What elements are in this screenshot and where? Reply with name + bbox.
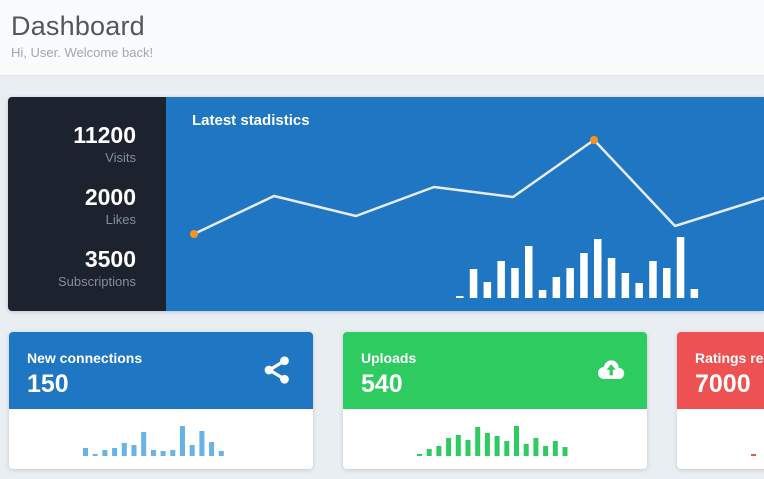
- latest-statistics-chart: [190, 136, 764, 298]
- stat-label: Subscriptions: [57, 273, 136, 289]
- stat-label: Visits: [105, 150, 136, 166]
- summary-cards-row: New connections 150 Uploads 540: [0, 332, 764, 469]
- card-value: 540: [361, 370, 403, 398]
- card-new-connections[interactable]: New connections 150: [9, 332, 313, 469]
- card-title: Ratings received: [695, 350, 764, 366]
- card-value: 150: [27, 370, 69, 398]
- share-icon: [264, 356, 289, 384]
- card-uploads[interactable]: Uploads 540: [343, 332, 647, 469]
- stat-visits: 11200 Visits: [18, 123, 136, 165]
- uploads-sparkline: [417, 426, 568, 456]
- card-ratings-received[interactable]: Ratings received 7000: [677, 332, 764, 469]
- stat-subscriptions: 3500 Subscriptions: [18, 247, 136, 289]
- card-header: Uploads 540: [343, 332, 647, 409]
- latest-statistics-panel: Latest stadistics: [166, 97, 764, 311]
- ratings-received-sparkline: [751, 454, 756, 456]
- stat-likes: 2000 Likes: [18, 185, 136, 227]
- new-connections-sparkline: [83, 426, 224, 456]
- stats-summary-panel: 11200 Visits 2000 Likes 3500 Subscriptio…: [8, 97, 166, 311]
- cloud-upload-icon: [598, 360, 625, 380]
- page-subtitle: Hi, User. Welcome back!: [11, 45, 154, 60]
- card-sparkline-area: [9, 409, 313, 469]
- card-sparkline-area: [343, 409, 647, 469]
- card-header: Ratings received 7000: [677, 332, 764, 409]
- stat-value: 3500: [84, 245, 136, 272]
- page-header: Dashboard Hi, User. Welcome back!: [0, 0, 764, 76]
- card-header: New connections 150: [9, 332, 313, 409]
- card-value: 7000: [695, 370, 751, 398]
- stat-label: Likes: [105, 212, 136, 228]
- stat-value: 2000: [84, 183, 136, 210]
- page-title: Dashboard: [11, 11, 145, 41]
- stat-value: 11200: [73, 122, 136, 148]
- statistics-row: 11200 Visits 2000 Likes 3500 Subscriptio…: [8, 97, 764, 311]
- card-title: New connections: [27, 350, 143, 366]
- chart-title: Latest stadistics: [192, 112, 310, 129]
- card-sparkline-area: [677, 409, 764, 469]
- card-title: Uploads: [361, 350, 417, 366]
